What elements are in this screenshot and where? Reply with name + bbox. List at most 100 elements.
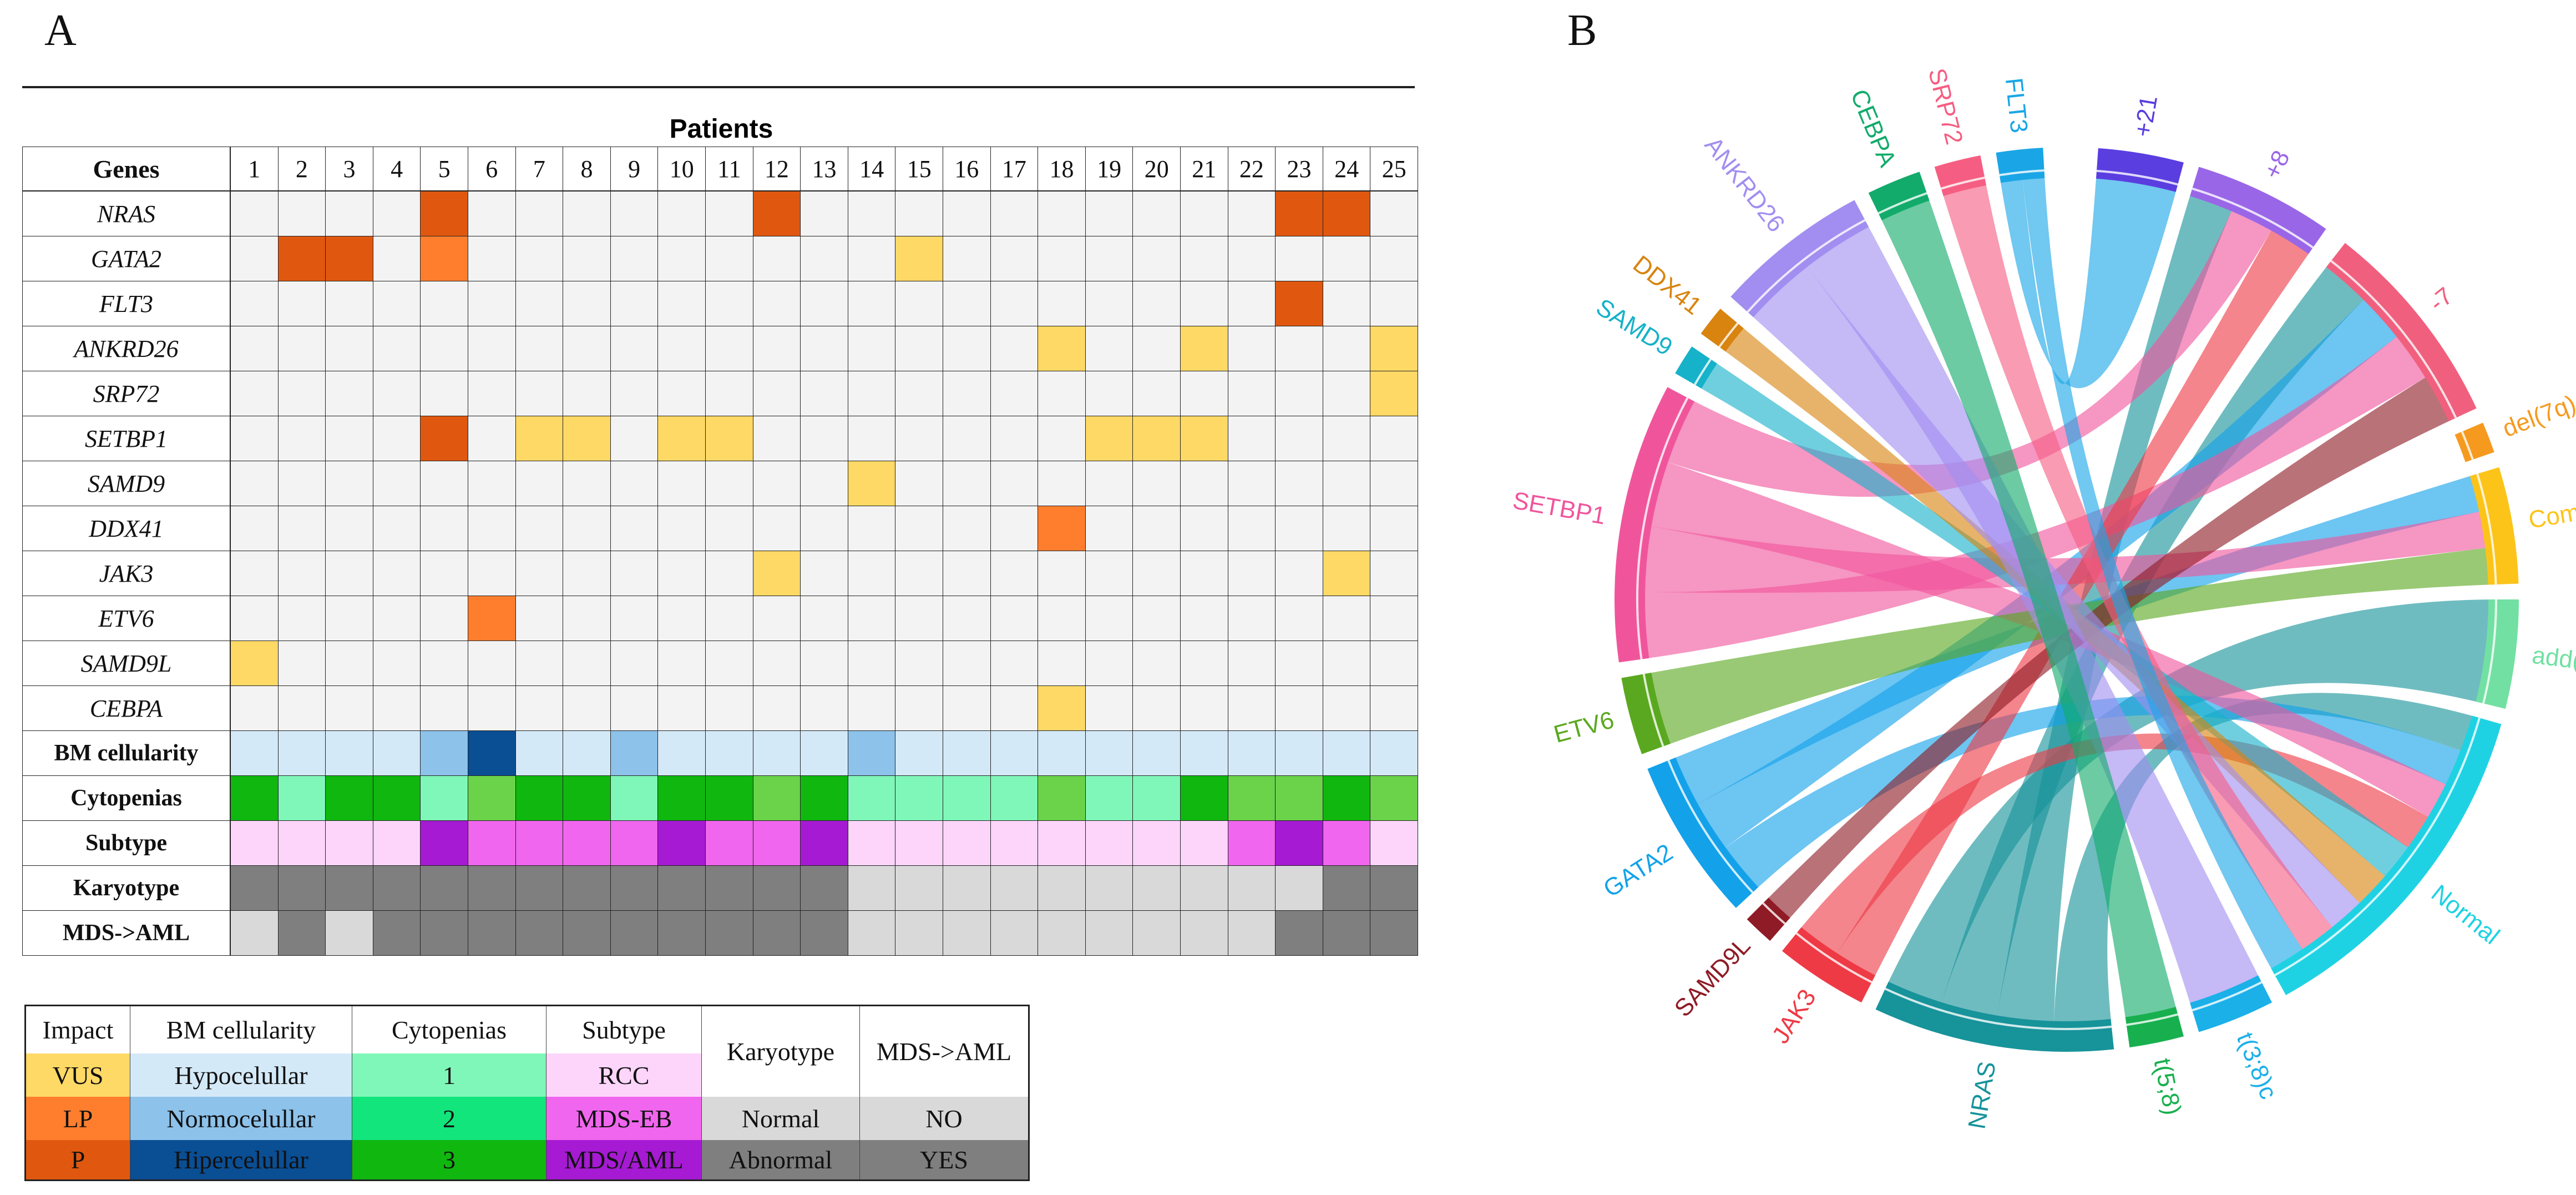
legend-bm-hypo: Hypocelullar [130,1053,352,1097]
gene-label-ankrd26: ANKRD26 [22,326,230,371]
clinical-cell [1038,820,1086,866]
chord-ribbon [1995,185,2236,1032]
mutation-cell [1227,461,1276,506]
mutation-cell [563,191,611,236]
mutation-cell [1085,371,1133,416]
mutation-cell [847,236,896,281]
mutation-cell [752,191,801,236]
gene-label-nras: NRAS [22,191,230,236]
legend-subtype-eb: MDS-EB [546,1097,702,1140]
clinical-cell [800,730,848,776]
mutation-cell [277,551,326,596]
mutation-cell [1370,416,1418,461]
clinical-cell [847,775,896,821]
mutation-cell [372,371,421,416]
mutation-cell [1038,641,1086,686]
clinical-cell [990,820,1039,866]
mutation-cell [1085,416,1133,461]
mutation-cell [990,685,1039,731]
legend-cyto-3: 3 [352,1140,546,1179]
chord-ribbon [1794,733,2438,962]
patient-number: 8 [563,147,611,191]
clinical-cell [705,865,753,911]
chord-label: +8 [2259,146,2295,183]
clinical-cell [515,910,564,956]
clinical-cell [943,820,991,866]
chord-ribbon [1641,458,2456,823]
mutation-cell [1227,506,1276,551]
mutation-cell [372,641,421,686]
mutation-cell [1038,326,1086,371]
gene-label-samd9l: SAMD9L [22,641,230,686]
mutation-cell [230,506,279,551]
mutation-cell [705,596,753,641]
chord-label: SRP72 [1923,65,1968,147]
clinical-cell [705,775,753,821]
genes-header: Genes [22,147,230,191]
clinical-cell [1085,910,1133,956]
mutation-cell [1275,506,1323,551]
legend-header-impact: Impact [26,1006,130,1053]
chord-ribbon [1877,190,2179,1028]
mutation-cell [847,461,896,506]
clinical-cell [1227,730,1276,776]
mutation-cell [1322,191,1371,236]
clinical-cell [800,865,848,911]
clinical-cell [563,775,611,821]
legend-impact-vus: VUS [26,1053,130,1097]
mutation-cell [468,371,516,416]
mutation-cell [1085,326,1133,371]
mutation-cell [372,281,421,326]
mutation-cell [1322,641,1371,686]
mutation-cell [325,641,373,686]
mutation-cell [1085,236,1133,281]
mutation-cell [1370,551,1418,596]
mutation-cell [277,281,326,326]
clinical-cell [1085,730,1133,776]
clinical-cell [372,820,421,866]
mutation-cell [943,371,991,416]
clinical-cell [943,910,991,956]
clinical-cell [990,775,1039,821]
mutation-cell [847,326,896,371]
clinical-cell [1132,865,1181,911]
patient-number: 21 [1180,147,1228,191]
mutation-cell [1227,685,1276,731]
mutation-cell [943,461,991,506]
clinical-cell [1370,910,1418,956]
clinical-cell [752,775,801,821]
mutation-cell [515,461,564,506]
mutation-cell [1132,461,1181,506]
mutation-cell [1038,371,1086,416]
mutation-cell [1180,371,1228,416]
clinical-cell [847,730,896,776]
mutation-cell [1180,596,1228,641]
mutation-cell [325,416,373,461]
clinical-cell [420,775,468,821]
clinical-cell [895,775,943,821]
mutation-cell [277,326,326,371]
mutation-cell [372,551,421,596]
mutation-cell [895,685,943,731]
mutation-cell [563,416,611,461]
legend-impact-lp: LP [26,1097,130,1140]
mutation-cell [230,236,279,281]
clinical-label-bm: BM cellularity [22,730,230,776]
clinical-cell [1322,865,1371,911]
mutation-cell [1275,236,1323,281]
mutation-cell [1038,551,1086,596]
clinical-cell [420,865,468,911]
mutation-cell [752,236,801,281]
clinical-cell [800,820,848,866]
gene-label-ddx41: DDX41 [22,506,230,551]
mutation-cell [800,281,848,326]
clinical-cell [1322,775,1371,821]
clinical-cell [515,865,564,911]
chord-arc-inner-line [1999,169,2044,177]
mutation-cell [420,191,468,236]
mutation-cell [325,281,373,326]
clinical-cell [1322,820,1371,866]
chord-label: SETBP1 [1511,487,1608,530]
chord-ribbon [1717,695,2471,895]
mutation-cell [657,191,706,236]
